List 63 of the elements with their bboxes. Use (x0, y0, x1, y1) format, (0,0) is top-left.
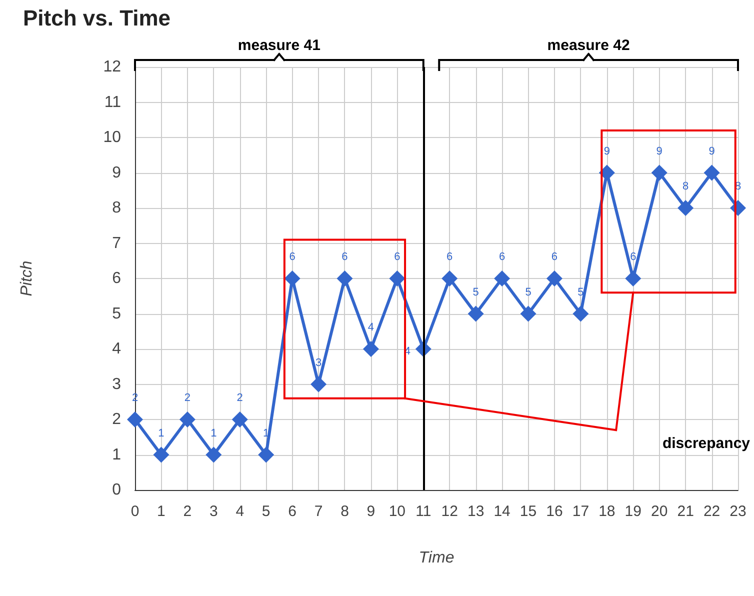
data-label: 6 (630, 251, 636, 263)
x-tick-label: 5 (262, 503, 270, 520)
data-label: 6 (289, 251, 296, 263)
x-tick-label: 22 (703, 503, 720, 520)
x-tick-label: 7 (314, 503, 323, 520)
x-tick-label: 17 (572, 503, 590, 520)
data-label: 1 (210, 427, 217, 440)
x-tick-label: 21 (677, 503, 694, 520)
x-tick-label: 3 (209, 503, 218, 520)
x-tick-label: 8 (340, 503, 349, 520)
x-tick-label: 0 (130, 503, 140, 520)
y-tick-label: 0 (112, 482, 122, 498)
data-label: 6 (342, 251, 348, 263)
y-tick-label: 7 (112, 234, 122, 252)
data-label: 4 (368, 322, 374, 334)
x-tick-label: 20 (651, 503, 668, 520)
data-label: 6 (498, 251, 506, 263)
data-label: 6 (551, 251, 558, 263)
x-tick-label: 19 (624, 503, 642, 520)
y-tick-label: 5 (112, 305, 122, 322)
x-tick-label: 1 (157, 503, 166, 520)
y-tick-label: 10 (103, 129, 122, 146)
x-tick-label: 2 (183, 503, 192, 520)
annotation: discrepancy (662, 435, 751, 452)
x-tick-label: 4 (236, 503, 244, 520)
data-label: 8 (682, 180, 689, 192)
y-tick-label: 2 (112, 411, 122, 428)
x-tick-label: 6 (288, 503, 296, 520)
x-tick-label: 15 (520, 503, 537, 520)
chart-title: Pitch vs. Time (23, 6, 171, 30)
y-tick-label: 9 (112, 164, 122, 182)
y-tick-label: 1 (112, 446, 122, 464)
data-label: 9 (656, 145, 662, 158)
text: measure 42 (547, 37, 630, 54)
y-tick-label: 11 (104, 94, 122, 111)
x-tick-label: 10 (388, 503, 406, 520)
x-tick-label: 16 (546, 503, 563, 520)
data-label: 6 (394, 251, 400, 263)
data-label: 6 (446, 251, 453, 263)
y-tick-label: 8 (112, 200, 122, 216)
data-label: 2 (184, 392, 190, 404)
x-tick-label: 9 (366, 503, 376, 520)
data-label: 1 (158, 427, 164, 440)
data-label: 5 (472, 286, 479, 298)
text: measure 41 (238, 37, 320, 54)
data-label: 2 (236, 392, 243, 404)
x-tick-label: 23 (730, 503, 746, 520)
x-tick-label: 13 (467, 503, 484, 520)
y-tick-label: 3 (112, 376, 122, 393)
x-tick-label: 12 (441, 503, 458, 520)
y-tick-label: 4 (112, 340, 122, 358)
data-label: 5 (525, 286, 532, 298)
y-tick-label: 6 (112, 270, 122, 287)
data-label: 9 (708, 145, 715, 158)
data-label: 3 (315, 356, 322, 369)
x-tick-label: 11 (416, 503, 432, 520)
x-axis-title: Time (418, 550, 454, 566)
y-tick-label: 12 (103, 58, 122, 76)
x-tick-label: 18 (598, 503, 616, 520)
y-axis-title: Pitch (18, 260, 36, 296)
x-tick-label: 14 (494, 503, 510, 520)
data-label: 5 (578, 286, 584, 298)
data-label: 9 (604, 145, 610, 158)
